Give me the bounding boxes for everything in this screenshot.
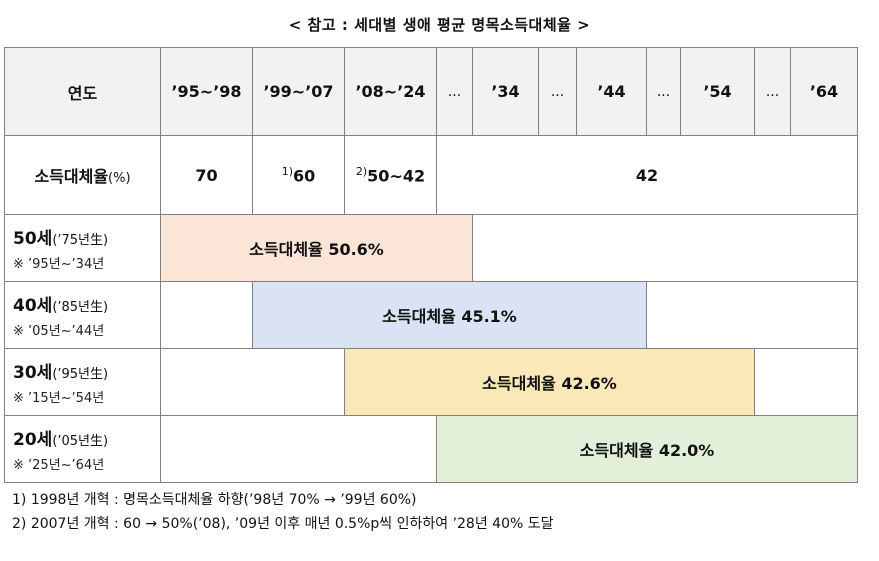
coverage-span: ※ ’15년~’54년 (13, 391, 105, 406)
period-header: ’95~’98 (160, 47, 253, 136)
rate-cell: 1)60 (252, 135, 345, 215)
rate-label-text: 소득대체율 (34, 167, 109, 186)
ellipsis-header: ... (436, 47, 473, 136)
footnote: 2) 2007년 개혁 : 60 → 50%(’08), ’09년 이후 매년 … (12, 516, 554, 532)
empty-cell (160, 415, 437, 483)
replacement-bar: 소득대체율 45.1% (252, 281, 647, 349)
rate-cell: 42 (436, 135, 858, 215)
ellipsis-header: ... (646, 47, 681, 136)
ellipsis-header: ... (754, 47, 791, 136)
age-text: 30세 (13, 363, 53, 383)
rate-value: 60 (293, 166, 316, 186)
period-header: ’08~’24 (344, 47, 437, 136)
period-header: ’44 (576, 47, 647, 136)
empty-cell (160, 281, 253, 349)
birth-year: (’85년生) (52, 300, 109, 315)
replacement-bar: 소득대체율 42.0% (436, 415, 858, 483)
generation-row: 40세(’85년生) ※ ’05년~’44년 소득대체율 45.1% (4, 281, 858, 349)
footnotes: 1) 1998년 개혁 : 명목소득대체율 하향(’98년 70% → ’99년… (12, 488, 554, 536)
rate-value: 50~42 (367, 166, 426, 186)
empty-cell (754, 348, 858, 416)
period-header: ’99~’07 (252, 47, 345, 136)
generation-label: 30세(’95년生) ※ ’15년~’54년 (4, 348, 161, 416)
age-text: 20세 (13, 430, 53, 450)
coverage-span: ※ ’95년~’34년 (13, 257, 105, 272)
replacement-rate-table: 연도 ’95~’98 ’99~’07 ’08~’24 ... ’34 ... ’… (4, 47, 858, 483)
coverage-span: ※ ’25년~’64년 (13, 458, 105, 473)
coverage-span: ※ ’05년~’44년 (13, 324, 105, 339)
footnote: 1) 1998년 개혁 : 명목소득대체율 하향(’98년 70% → ’99년… (12, 492, 417, 508)
rate-cell: 70 (160, 135, 253, 215)
footnote-marker: 1) (281, 164, 294, 178)
generation-row: 30세(’95년生) ※ ’15년~’54년 소득대체율 42.6% (4, 348, 858, 416)
birth-year: (’05년生) (52, 434, 109, 449)
period-header: ’34 (472, 47, 539, 136)
replacement-bar: 소득대체율 42.6% (344, 348, 755, 416)
rate-row: 소득대체율(%) 70 1)60 2)50~42 42 (4, 135, 858, 215)
generation-label: 20세(’05년生) ※ ’25년~’64년 (4, 415, 161, 483)
period-header: ’64 (790, 47, 858, 136)
year-header: 연도 (4, 47, 161, 136)
generation-label: 40세(’85년生) ※ ’05년~’44년 (4, 281, 161, 349)
rate-cell: 2)50~42 (344, 135, 437, 215)
age-text: 40세 (13, 296, 53, 316)
footnote-marker: 2) (355, 164, 368, 178)
period-header: ’54 (680, 47, 755, 136)
generation-row: 20세(’05년生) ※ ’25년~’64년 소득대체율 42.0% (4, 415, 858, 483)
empty-cell (646, 281, 858, 349)
header-row: 연도 ’95~’98 ’99~’07 ’08~’24 ... ’34 ... ’… (4, 47, 858, 136)
generation-row: 50세(’75년生) ※ ’95년~’34년 소득대체율 50.6% (4, 214, 858, 282)
replacement-bar: 소득대체율 50.6% (160, 214, 473, 282)
birth-year: (’95년生) (52, 367, 109, 382)
rate-unit: (%) (108, 171, 131, 186)
ellipsis-header: ... (538, 47, 577, 136)
page-title: < 참고 : 세대별 생애 평균 명목소득대체율 > (288, 16, 591, 34)
rate-row-label: 소득대체율(%) (4, 135, 161, 215)
birth-year: (’75년生) (52, 233, 109, 248)
empty-cell (160, 348, 345, 416)
age-text: 50세 (13, 229, 53, 249)
empty-cell (472, 214, 858, 282)
generation-label: 50세(’75년生) ※ ’95년~’34년 (4, 214, 161, 282)
